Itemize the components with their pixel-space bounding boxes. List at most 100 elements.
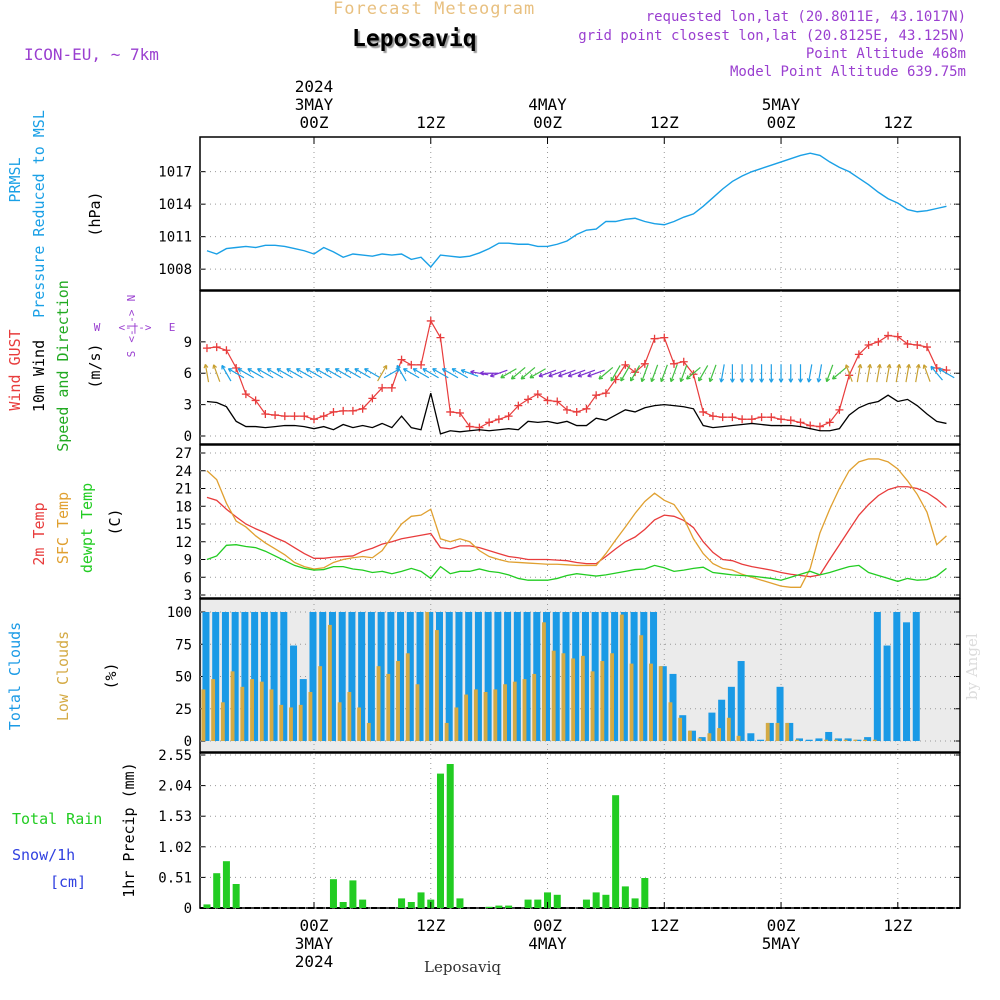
low-clouds-bar — [687, 730, 692, 741]
footer-station: Leposaviq — [424, 958, 501, 976]
rain-bar — [544, 892, 552, 908]
total-clouds-bar — [630, 612, 638, 741]
total-clouds-bar — [815, 738, 823, 741]
wind-direction-arrowhead — [432, 368, 437, 373]
wind-direction-arrowhead — [286, 368, 291, 373]
rain-bar — [641, 878, 649, 908]
top-time-label: 12Z — [883, 113, 912, 132]
wind-direction-arrowhead — [412, 368, 418, 373]
gust-point — [339, 406, 348, 415]
gust-point — [582, 404, 591, 413]
wind-direction-arrowhead — [788, 378, 794, 383]
low-clouds-bar — [337, 702, 342, 741]
rain-bar — [446, 764, 454, 908]
station-title: Leposaviq — [352, 26, 477, 52]
total-clouds-bar — [620, 612, 628, 741]
y-unit-hpa: (hPa) — [86, 191, 104, 236]
wind-direction-arrow — [650, 364, 659, 382]
y-tick-label: 0 — [184, 734, 192, 750]
total-clouds-bar — [367, 612, 375, 741]
low-clouds-bar — [464, 694, 469, 741]
wind-direction-arrowhead — [922, 364, 928, 369]
gust-point — [874, 337, 883, 346]
wind-direction-arrowhead — [295, 368, 301, 373]
gust-point — [241, 390, 250, 399]
wind-direction-arrow — [257, 368, 274, 379]
wind-direction-arrow — [296, 368, 313, 379]
wind-direction-arrowhead — [382, 364, 388, 370]
low-clouds-bar — [785, 722, 790, 741]
gust-point — [524, 395, 533, 404]
low-clouds-bar — [571, 658, 576, 741]
low-clouds-bar — [561, 653, 566, 741]
wind-direction-arrowhead — [529, 374, 535, 379]
wind-direction-arrowhead — [334, 368, 340, 373]
y-label-low-clouds: Low Clouds — [54, 631, 72, 721]
total-clouds-bar — [543, 612, 551, 741]
total-clouds-bar — [679, 715, 687, 741]
gust-point — [485, 418, 494, 427]
y-unit-c: (C) — [106, 508, 124, 535]
forecast-title: Forecast Meteogram — [333, 0, 536, 19]
rain-bar — [407, 902, 415, 908]
wind-direction-arrow — [817, 364, 823, 383]
wind-direction-arrow — [698, 365, 709, 382]
y-unit-percent: (%) — [102, 662, 120, 689]
low-clouds-bar — [863, 739, 867, 741]
rain-bar — [592, 892, 600, 908]
total-clouds-bar — [465, 612, 473, 741]
total-clouds-bar — [406, 612, 414, 741]
y-tick-label: 21 — [175, 482, 192, 498]
panel-temperature — [199, 444, 961, 599]
low-clouds-bar — [289, 707, 293, 741]
low-clouds-bar — [415, 684, 420, 741]
wind-direction-arrow — [276, 368, 293, 379]
wind-direction-arrow — [538, 369, 557, 377]
y-label-speed-direction: Speed and Direction — [54, 280, 72, 452]
total-clouds-bar — [795, 738, 804, 741]
wind-direction-arrowhead — [698, 377, 703, 382]
low-clouds-bar — [396, 661, 400, 741]
model-label: ICON-EU, ~ 7km — [24, 45, 159, 64]
y-label-pressure: Pressure Reduced to MSL — [30, 110, 48, 318]
total-clouds-bar — [698, 737, 706, 741]
gust-point — [835, 405, 844, 414]
gust-point — [533, 390, 542, 399]
total-clouds-bar — [494, 612, 502, 741]
gust-point — [640, 359, 649, 368]
low-clouds-bar — [357, 707, 362, 741]
panel-precip — [199, 752, 961, 909]
total-clouds-bar — [290, 645, 298, 741]
wind-direction-arrowhead — [798, 378, 803, 383]
temp-line-temp2m — [206, 486, 947, 578]
total-clouds-bar — [260, 612, 268, 741]
gust-point — [922, 343, 931, 352]
wind-direction-arrowhead — [266, 368, 272, 373]
low-clouds-bar — [434, 630, 439, 741]
compass-e: E — [169, 321, 176, 334]
gust-point — [777, 415, 786, 424]
total-clouds-bar — [659, 666, 667, 741]
wind-direction-arrow — [237, 368, 254, 379]
total-clouds-bar — [202, 612, 210, 741]
low-clouds-bar — [444, 722, 449, 741]
wind-direction-arrow — [247, 368, 264, 379]
total-clouds-bar — [591, 612, 599, 741]
wind-direction-arrowhead — [364, 368, 369, 373]
y-tick-label: 1011 — [158, 230, 192, 246]
wind-direction-arrow — [511, 366, 526, 380]
rain-bar — [582, 899, 590, 908]
wind-direction-arrow — [630, 365, 641, 382]
total-clouds-bar — [435, 612, 443, 741]
wind-direction-arrowhead — [598, 375, 604, 380]
wind-direction-arrowhead — [896, 363, 902, 369]
total-clouds-bar — [834, 738, 842, 741]
total-clouds-bar — [640, 612, 648, 741]
wind-direction-arrowhead — [451, 368, 457, 373]
total-clouds-bar — [912, 612, 920, 741]
wind-direction-arrowhead — [489, 372, 495, 378]
wind-direction-arrow — [938, 368, 955, 379]
top-time-label: 00Z — [767, 113, 796, 132]
low-clouds-bar — [240, 686, 245, 741]
